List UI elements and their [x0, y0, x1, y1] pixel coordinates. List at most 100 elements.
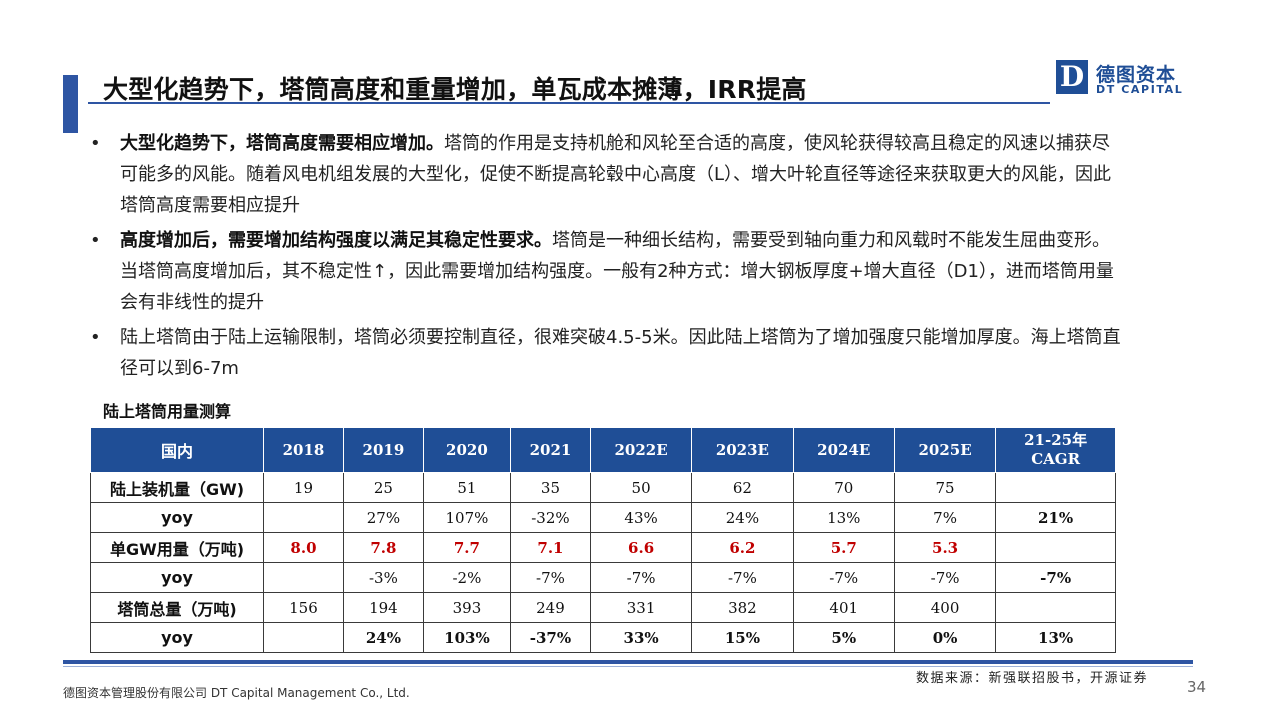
header-cell-year: 2022E	[589, 427, 693, 473]
table-cell: 7.1	[509, 532, 591, 563]
table-cell: -37%	[509, 622, 591, 653]
table-cell	[995, 472, 1116, 503]
bullet-list: • 大型化趋势下，塔筒高度需要相应增加。塔筒的作用是支持机舱和风轮至合适的高度，…	[90, 128, 1125, 388]
table-cell: -2%	[422, 562, 511, 593]
logo-mark-icon: D	[1056, 60, 1088, 94]
table-cell: 15%	[691, 622, 794, 653]
header-cell-year: 2024E	[792, 427, 895, 473]
table-cell: 103%	[422, 622, 511, 653]
company-logo: D 德图资本 DT CAPITAL	[1056, 60, 1186, 100]
table-cell: 50	[589, 472, 693, 503]
header-cell-year: 2019	[342, 427, 424, 473]
table-cell: 24%	[342, 622, 424, 653]
table-cell: 401	[792, 592, 895, 623]
table-cell: -7%	[509, 562, 591, 593]
tower-usage-table: 国内 2018 2019 2020 2021 2022E 2023E 2024E…	[90, 427, 1116, 653]
table-cell: 400	[893, 592, 997, 623]
row-label: yoy	[90, 562, 264, 593]
table-cell: 7%	[893, 502, 997, 533]
table-cell: 194	[342, 592, 424, 623]
row-label: yoy	[90, 502, 264, 533]
data-source-note: 数据来源：新强联招股书，开源证券	[916, 671, 1149, 686]
bullet-item: • 高度增加后，需要增加结构强度以满足其稳定性要求。塔筒是一种细长结构，需要受到…	[90, 225, 1125, 318]
cagr-label-line1: 21-25年	[1024, 431, 1088, 449]
table-cell	[995, 592, 1116, 623]
table-cell: 51	[422, 472, 511, 503]
row-label: 单GW用量（万吨)	[90, 532, 264, 563]
table-cell: 6.2	[691, 532, 794, 563]
title-accent-bar	[63, 75, 78, 133]
table-cell: 249	[509, 592, 591, 623]
table-cell: 5.7	[792, 532, 895, 563]
bullet-text: 塔筒是一种细长结构，需要受到轴向重力和风载时不能发生屈曲变形。当塔筒高度增加后，…	[120, 230, 1114, 313]
page-number: 34	[1187, 678, 1207, 696]
table-cell: -7%	[792, 562, 895, 593]
bullet-item: • 陆上塔筒由于陆上运输限制，塔筒必须要控制直径，很难突破4.5-5米。因此陆上…	[90, 322, 1125, 384]
table-cell: 35	[509, 472, 591, 503]
table-cell: 393	[422, 592, 511, 623]
table-cell: -7%	[691, 562, 794, 593]
page-title: 大型化趋势下，塔筒高度和重量增加，单瓦成本摊薄，IRR提高	[103, 75, 807, 104]
cagr-label-line2: CAGR	[1031, 450, 1081, 468]
bullet-dot-icon: •	[90, 327, 101, 348]
bullet-lead: 大型化趋势下，塔筒高度需要相应增加。	[120, 133, 444, 154]
company-name: 德图资本管理股份有限公司 DT Capital Management Co., …	[63, 686, 410, 700]
table-cell: 8.0	[263, 532, 344, 563]
table-cell: 70	[792, 472, 895, 503]
table-cell: -7%	[589, 562, 693, 593]
table-cell	[263, 502, 344, 533]
table-cell: 382	[691, 592, 794, 623]
bullet-item: • 大型化趋势下，塔筒高度需要相应增加。塔筒的作用是支持机舱和风轮至合适的高度，…	[90, 128, 1125, 221]
table-row: yoy 24% 103% -37% 33% 15% 5% 0% 13%	[90, 622, 1116, 653]
table-row: 单GW用量（万吨) 8.0 7.8 7.7 7.1 6.6 6.2 5.7 5.3	[90, 532, 1116, 563]
footer-divider	[63, 660, 1193, 664]
table-cell: 19	[263, 472, 344, 503]
table-cell	[263, 622, 344, 653]
table-cell: -7%	[893, 562, 997, 593]
bullet-text: 陆上塔筒由于陆上运输限制，塔筒必须要控制直径，很难突破4.5-5米。因此陆上塔筒…	[120, 327, 1121, 379]
header-cell-year: 2018	[263, 427, 344, 473]
table-header-row: 国内 2018 2019 2020 2021 2022E 2023E 2024E…	[90, 427, 1116, 473]
header-cell-year: 2021	[509, 427, 591, 473]
table-cell: 107%	[422, 502, 511, 533]
table-cell: 25	[342, 472, 424, 503]
table-cell: 21%	[995, 502, 1116, 533]
table-cell	[263, 562, 344, 593]
bullet-text: 塔筒的作用是支持机舱和风轮至合适的高度，使风轮获得较高且稳定的风速以捕获尽可能多…	[120, 133, 1112, 216]
title-divider	[88, 102, 1050, 104]
table-cell: 43%	[589, 502, 693, 533]
table-cell: 33%	[589, 622, 693, 653]
table-cell: 27%	[342, 502, 424, 533]
bullet-dot-icon: •	[90, 133, 101, 154]
table-cell: 24%	[691, 502, 794, 533]
table-cell: -32%	[509, 502, 591, 533]
bullet-lead: 高度增加后，需要增加结构强度以满足其稳定性要求。	[120, 230, 552, 251]
table-row: 塔筒总量（万吨) 156 194 393 249 331 382 401 400	[90, 592, 1116, 623]
table-cell: 75	[893, 472, 997, 503]
table-cell: 13%	[995, 622, 1116, 653]
table-cell: 6.6	[589, 532, 693, 563]
table-cell: 156	[263, 592, 344, 623]
header-cell-year: 2025E	[893, 427, 997, 473]
row-label: yoy	[90, 622, 264, 653]
table-cell: -3%	[342, 562, 424, 593]
table-cell: -7%	[995, 562, 1116, 593]
table-row: yoy -3% -2% -7% -7% -7% -7% -7% -7%	[90, 562, 1116, 593]
header-cell-region: 国内	[90, 427, 264, 473]
table-cell: 5.3	[893, 532, 997, 563]
footer-divider-thin	[63, 666, 1193, 667]
table-row: yoy 27% 107% -32% 43% 24% 13% 7% 21%	[90, 502, 1116, 533]
table-row: 陆上装机量（GW) 19 25 51 35 50 62 70 75	[90, 472, 1116, 503]
table-cell: 0%	[893, 622, 997, 653]
row-label: 塔筒总量（万吨)	[90, 592, 264, 623]
logo-name-cn: 德图资本	[1096, 64, 1177, 86]
table-cell: 7.8	[342, 532, 424, 563]
header-cell-cagr: 21-25年 CAGR	[995, 427, 1116, 473]
table-cell: 331	[589, 592, 693, 623]
header-cell-year: 2023E	[691, 427, 794, 473]
table-cell: 5%	[792, 622, 895, 653]
table-cell: 7.7	[422, 532, 511, 563]
table-cell: 13%	[792, 502, 895, 533]
bullet-dot-icon: •	[90, 230, 101, 251]
header-cell-year: 2020	[422, 427, 511, 473]
